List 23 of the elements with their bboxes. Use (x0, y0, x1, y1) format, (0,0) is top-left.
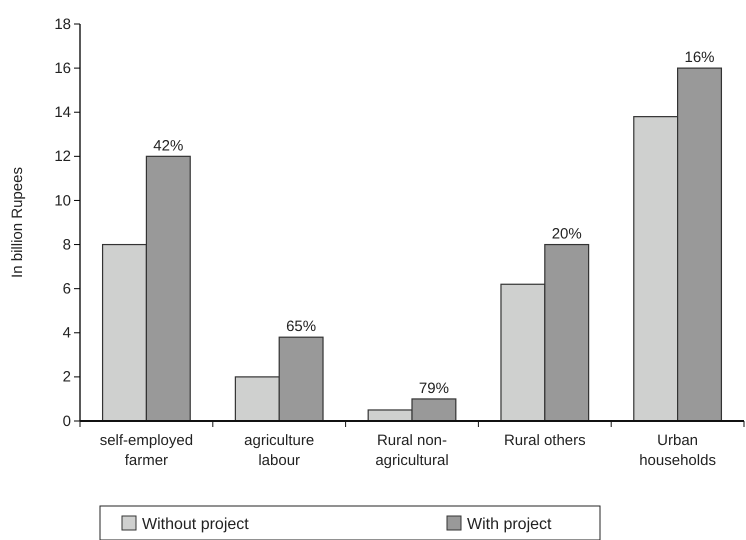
x-tick-label: agriculture labour (244, 432, 314, 469)
legend-label: Without project (142, 516, 250, 533)
annotation: 20% (552, 226, 582, 243)
y-tick-label: 12 (54, 148, 71, 166)
annotation: 65% (286, 318, 316, 336)
legend-label: With project (467, 516, 552, 533)
x-tick-label: Rural non-agricultural (375, 432, 449, 469)
y-tick-label: 10 (54, 192, 71, 210)
y-tick-label: 0 (62, 412, 71, 430)
x-tick-label: Urban households (639, 432, 716, 469)
y-tick-label: 14 (54, 104, 71, 122)
annotation: 79% (418, 380, 449, 397)
y-tick-label: 16 (54, 60, 71, 77)
y-tick-label: 2 (62, 368, 71, 386)
y-tick-label: 8 (62, 236, 71, 254)
y-tick-label: 6 (62, 280, 71, 298)
x-tick-label: self-employed farmer (100, 432, 194, 469)
y-axis-title: In billion Rupees (9, 167, 26, 278)
y-tick-label: 18 (54, 16, 71, 33)
annotation: 42% (153, 137, 184, 154)
x-tick-label: Rural others (504, 432, 586, 449)
annotation: 16% (684, 49, 715, 66)
y-tick-label: 4 (62, 324, 71, 342)
